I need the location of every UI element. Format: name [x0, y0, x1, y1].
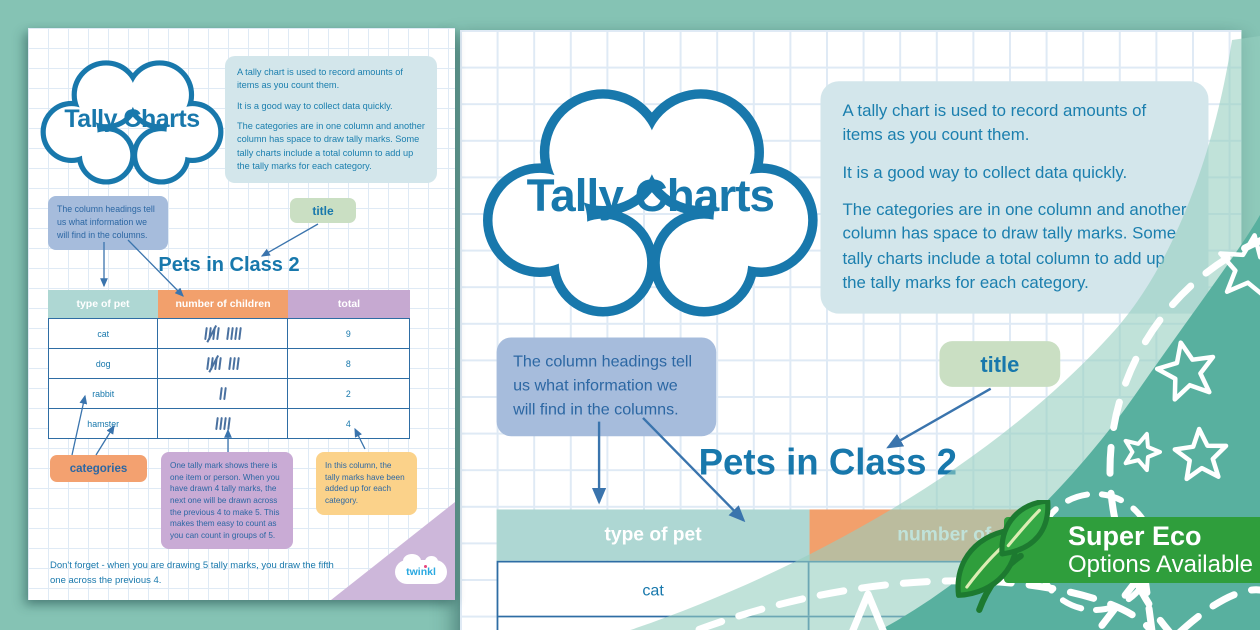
total-explainer-note: In this column, the tally marks have bee… — [316, 452, 417, 515]
column-header-number-of-children: number of children — [158, 290, 288, 318]
table-row: dog 8 — [49, 348, 409, 378]
tally-marks — [214, 416, 231, 431]
table-row: cat 9 — [49, 319, 409, 348]
cell-type-of-pet: dog — [498, 617, 810, 630]
categories-label-chip: categories — [50, 455, 147, 482]
cell-total: 8 — [287, 349, 409, 378]
chart-title: Pets in Class 2 — [158, 254, 300, 276]
cell-type-of-pet: rabbit — [49, 379, 159, 408]
badge-title: Super Eco — [1068, 521, 1202, 552]
cell-tally — [809, 617, 1158, 630]
tally-chart-table: type of pet number of children total cat… — [48, 290, 410, 439]
tally-marks — [203, 326, 242, 341]
intro-paragraph-3: The categories are in one column and ano… — [237, 121, 425, 172]
tally-marks — [218, 386, 227, 401]
intro-box: A tally chart is used to record amounts … — [225, 56, 437, 184]
column-headings-note: The column headings tell us what informa… — [48, 196, 168, 250]
cell-type-of-pet: dog — [49, 349, 159, 378]
table-header-row: type of pet number of children total — [48, 290, 410, 318]
intro-paragraph-3: The categories are in one column and ano… — [842, 200, 1187, 292]
cell-tally — [158, 349, 288, 378]
cell-tally — [158, 379, 288, 408]
column-header-type-of-pet: type of pet — [496, 509, 810, 561]
table-row: rabbit 2 — [49, 378, 409, 408]
title-label-chip: title — [290, 198, 356, 223]
intro-paragraph-2: It is a good way to collect data quickly… — [237, 100, 393, 111]
cell-type-of-pet: cat — [498, 562, 810, 616]
tally-explainer-note: One tally mark shows there is one item o… — [161, 452, 293, 550]
intro-paragraph-2: It is a good way to collect data quickly… — [842, 163, 1128, 182]
twinkl-logo: twinkl — [395, 554, 447, 584]
cell-type-of-pet: cat — [49, 319, 159, 348]
twinkl-logo-text: twinkl — [406, 566, 436, 578]
worksheet-page-thumbnail[interactable]: Tally Charts A tally chart is used to re… — [28, 28, 455, 600]
tally-marks — [206, 356, 240, 371]
cloud-shape — [34, 50, 230, 188]
chart-title: Pets in Class 2 — [698, 443, 958, 484]
cell-total: 2 — [287, 379, 409, 408]
footer-note: Don't forget - when you are drawing 5 ta… — [50, 560, 334, 587]
page-title: Tally Charts — [64, 104, 200, 133]
intro-paragraph-1: A tally chart is used to record amounts … — [237, 67, 403, 91]
table-body: cat 9 dog 8 rabbit 2 hamster 4 — [48, 318, 410, 439]
title-label-chip: title — [939, 341, 1061, 387]
badge-subtitle: Options Available — [1068, 550, 1254, 578]
leaf-icon — [955, 500, 1051, 613]
column-header-total: total — [288, 290, 410, 318]
cell-tally — [158, 409, 288, 438]
table-row: hamster 4 — [49, 408, 409, 438]
column-headings-note: The column headings tell us what informa… — [496, 337, 717, 436]
intro-paragraph-1: A tally chart is used to record amounts … — [842, 101, 1147, 145]
cell-total: 4 — [287, 409, 409, 438]
cell-type-of-pet: hamster — [49, 409, 159, 438]
intro-box: A tally chart is used to record amounts … — [820, 81, 1209, 315]
page-title: Tally Charts — [526, 169, 775, 222]
worksheet-sheet: Tally Charts A tally chart is used to re… — [28, 28, 455, 600]
cell-total: 9 — [287, 319, 409, 348]
cell-tally — [158, 319, 288, 348]
column-header-type-of-pet: type of pet — [48, 290, 158, 318]
